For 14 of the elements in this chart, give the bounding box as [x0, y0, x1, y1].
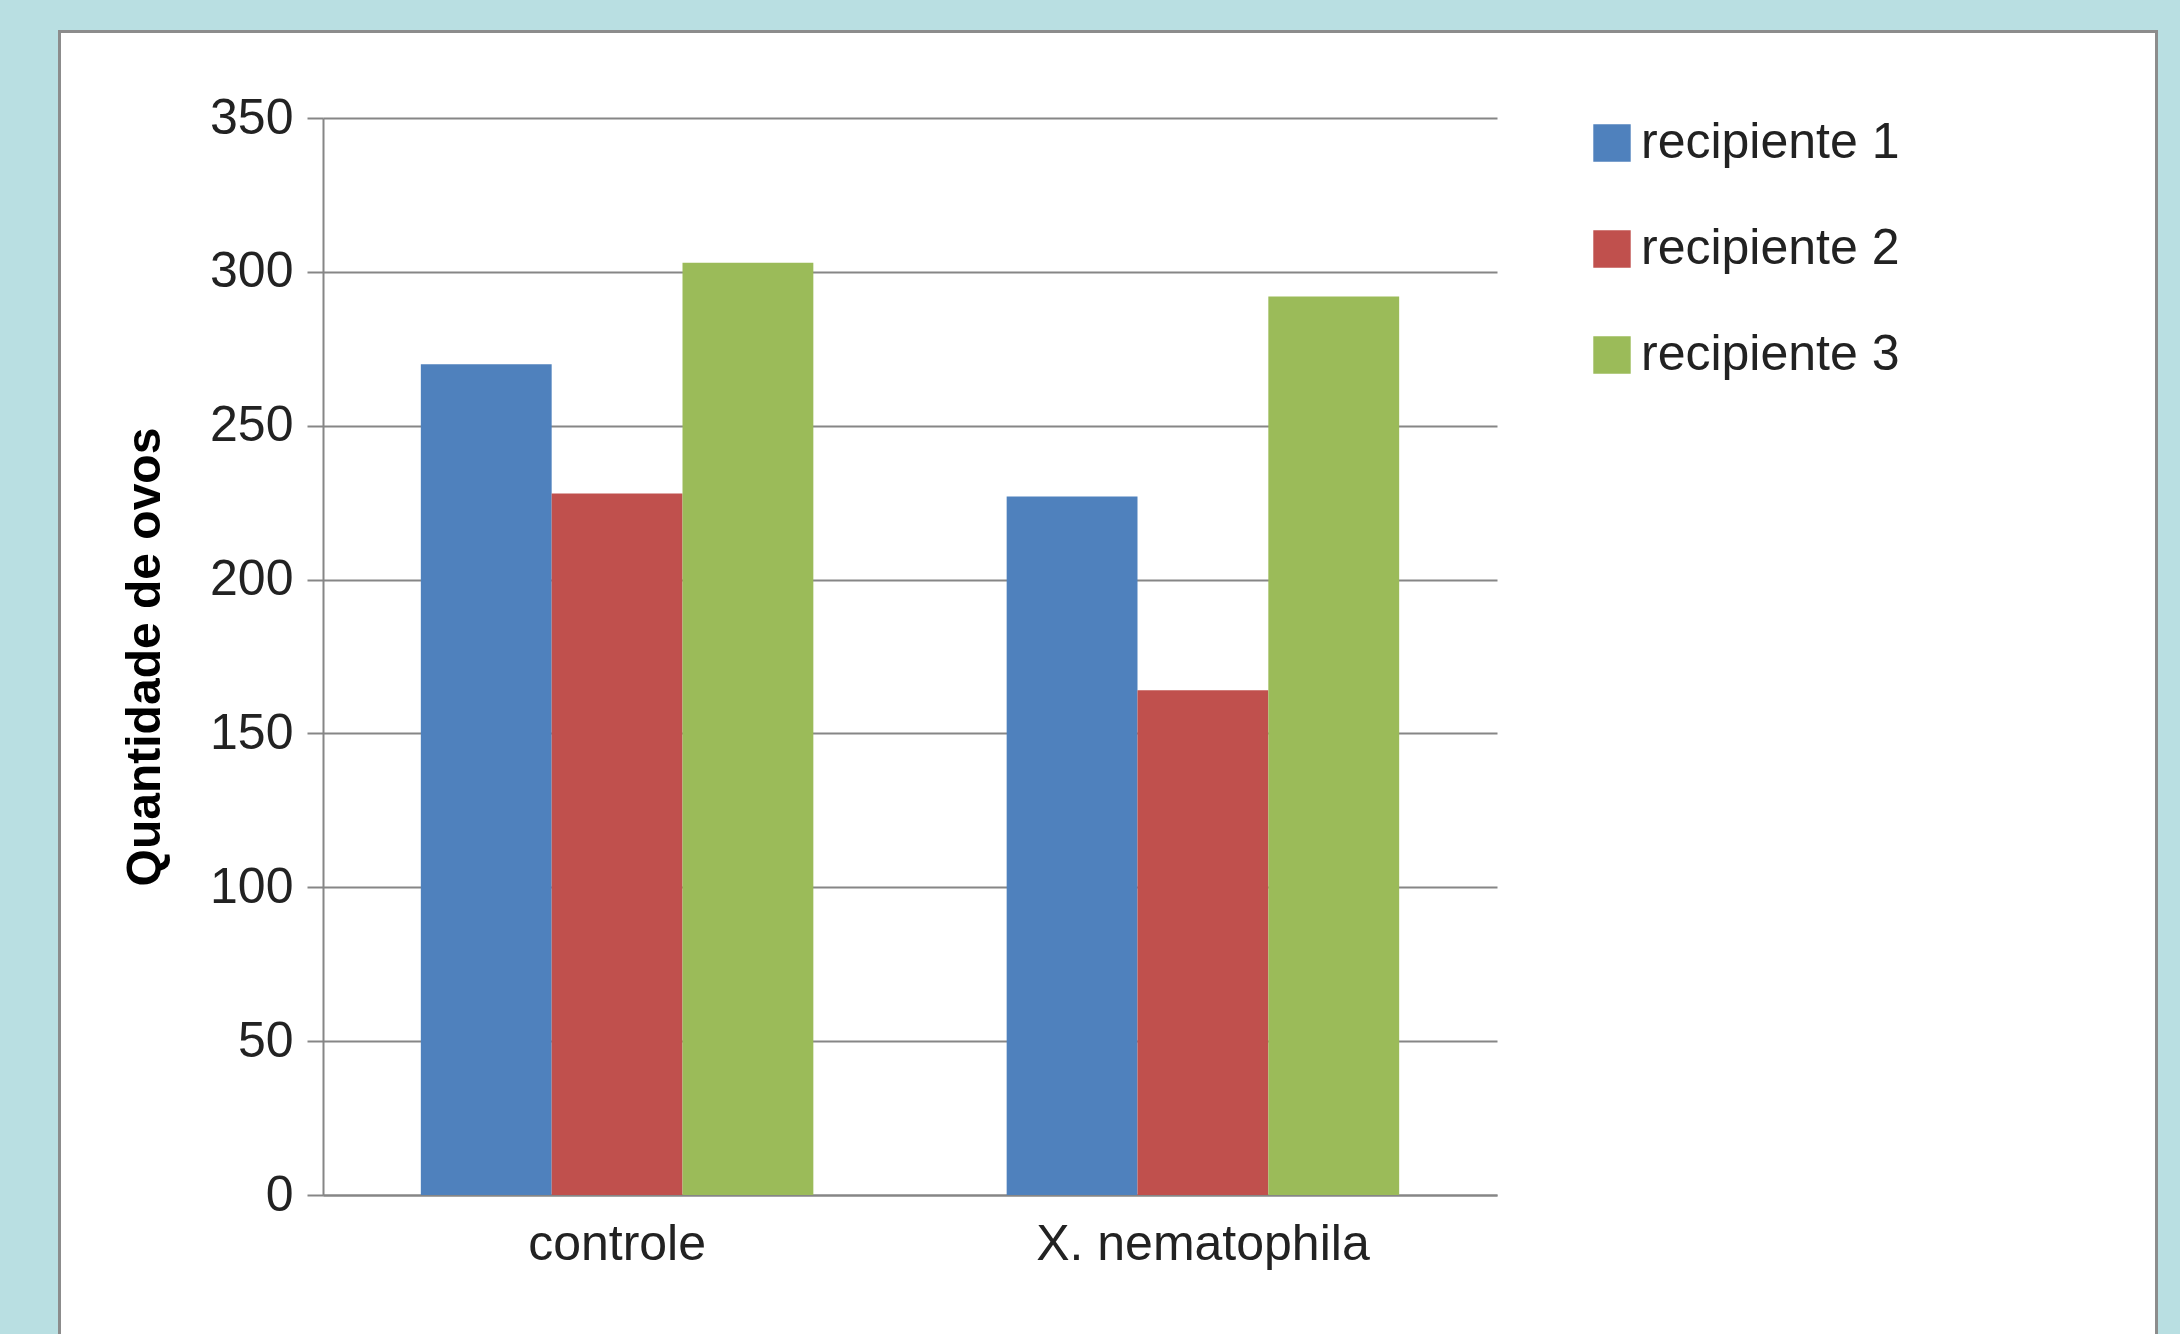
y-axis-title: Quantidade de ovos — [117, 427, 171, 887]
legend-label: recipiente 3 — [1641, 325, 1900, 381]
y-tick-label: 0 — [265, 1165, 294, 1222]
y-tick-label: 350 — [210, 88, 294, 145]
y-tick-label: 200 — [210, 550, 294, 607]
x-tick-label: controle — [528, 1214, 707, 1271]
legend-label: recipiente 2 — [1641, 219, 1900, 275]
x-tick-label: X. nematophila — [1036, 1214, 1370, 1271]
y-tick-label: 150 — [210, 703, 294, 760]
y-tick-label: 300 — [210, 242, 294, 299]
legend-label: recipiente 1 — [1641, 113, 1900, 169]
y-tick-label: 100 — [210, 857, 294, 914]
y-tick-label: 50 — [237, 1011, 294, 1068]
y-tick-label: 250 — [210, 396, 294, 453]
